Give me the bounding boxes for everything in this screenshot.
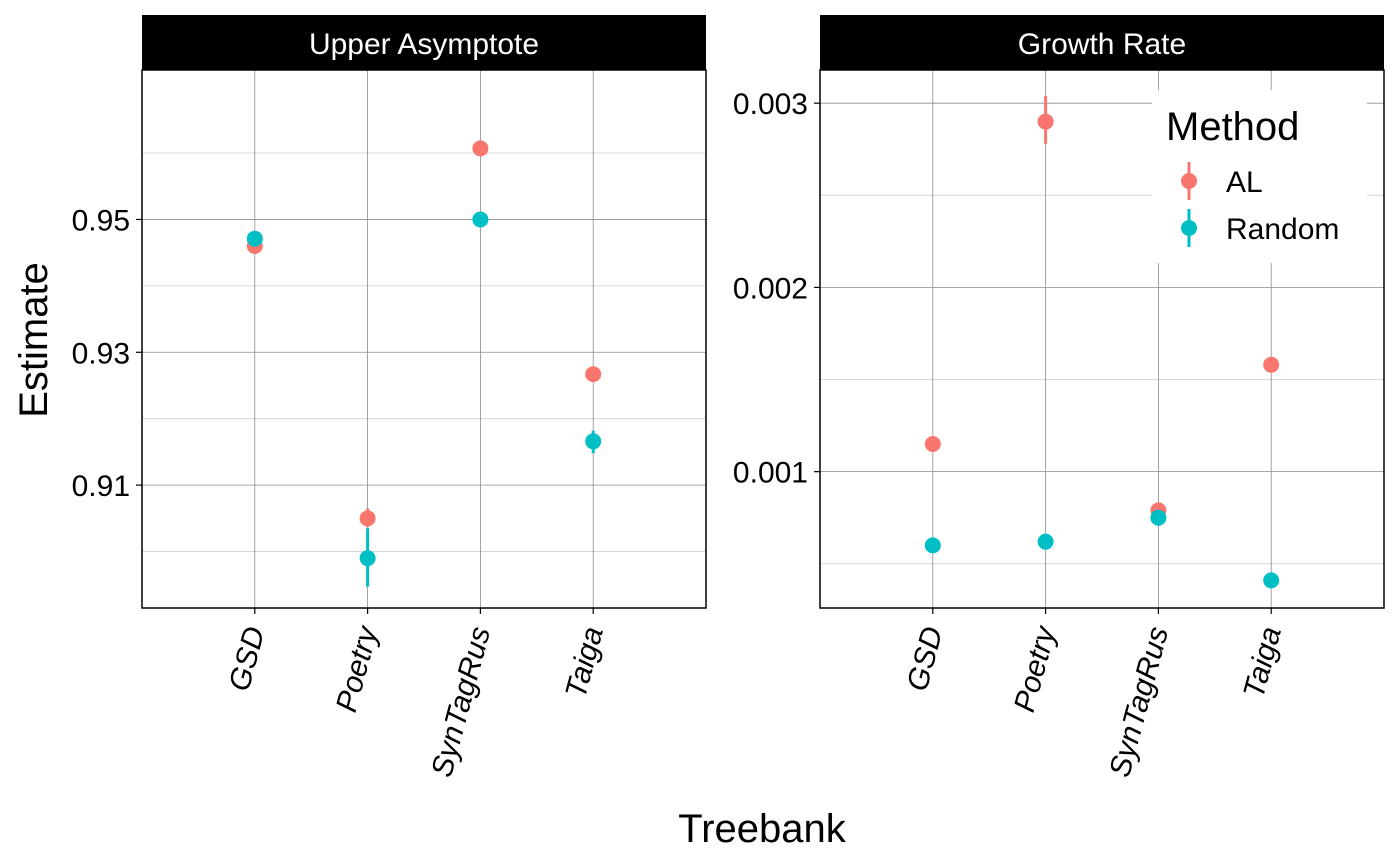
y-tick-label-growth-rate: 0.002 (733, 272, 808, 305)
y-axis-growth-rate: 0.001 0.002 0.003 (733, 88, 820, 490)
legend-item-random: Random (1181, 209, 1339, 247)
y-tick-label-growth-rate: 0.001 (733, 457, 808, 490)
legend-label-al: AL (1226, 166, 1263, 199)
y-axis-upper-asymptote: 0.91 0.93 0.95 (72, 204, 142, 503)
point-al-taiga-upper-asymptote (585, 366, 602, 383)
point-al-gsd-growth-rate (924, 436, 941, 453)
legend-item-al: AL (1181, 162, 1263, 200)
legend: Method AL Random (1152, 90, 1367, 263)
point-random-gsd-upper-asymptote (246, 230, 263, 247)
grid-upper-asymptote (142, 70, 706, 608)
point-random-poetry-growth-rate (1037, 533, 1054, 550)
panel-title-growth-rate: Growth Rate (1018, 28, 1186, 61)
panel-border-growth-rate (819, 69, 1385, 609)
legend-key-point-random (1181, 220, 1197, 236)
point-random-gsd-growth-rate (924, 537, 941, 554)
point-random-syntagrus-upper-asymptote (472, 211, 489, 228)
point-random-syntagrus-growth-rate (1150, 509, 1167, 526)
legend-key-point-al (1181, 173, 1197, 189)
point-random-taiga-upper-asymptote (585, 433, 602, 450)
x-axis-title: Treebank (678, 807, 847, 851)
marks-growth-rate (924, 95, 1280, 589)
panel-strip-growth-rate (820, 15, 1384, 70)
legend-title: Method (1166, 105, 1299, 149)
y-axis-title: Estimate (12, 262, 56, 418)
panel-border-upper-asymptote (141, 69, 707, 609)
y-tick-label-upper-asymptote: 0.93 (72, 337, 130, 370)
point-random-taiga-growth-rate (1263, 572, 1280, 589)
y-tick-label-growth-rate: 0.003 (733, 88, 808, 121)
point-al-taiga-growth-rate (1263, 356, 1280, 373)
point-al-syntagrus-upper-asymptote (472, 140, 489, 157)
point-al-poetry-upper-asymptote (359, 510, 376, 527)
grid-growth-rate (820, 70, 1384, 608)
y-tick-label-upper-asymptote: 0.91 (72, 470, 130, 503)
y-tick-label-upper-asymptote: 0.95 (72, 204, 130, 237)
panel-strip-upper-asymptote (142, 15, 706, 70)
point-al-poetry-growth-rate (1037, 113, 1054, 130)
point-random-poetry-upper-asymptote (359, 550, 376, 567)
panel-title-upper-asymptote: Upper Asymptote (309, 28, 539, 61)
legend-label-random: Random (1226, 213, 1339, 246)
marks-upper-asymptote (246, 140, 602, 587)
